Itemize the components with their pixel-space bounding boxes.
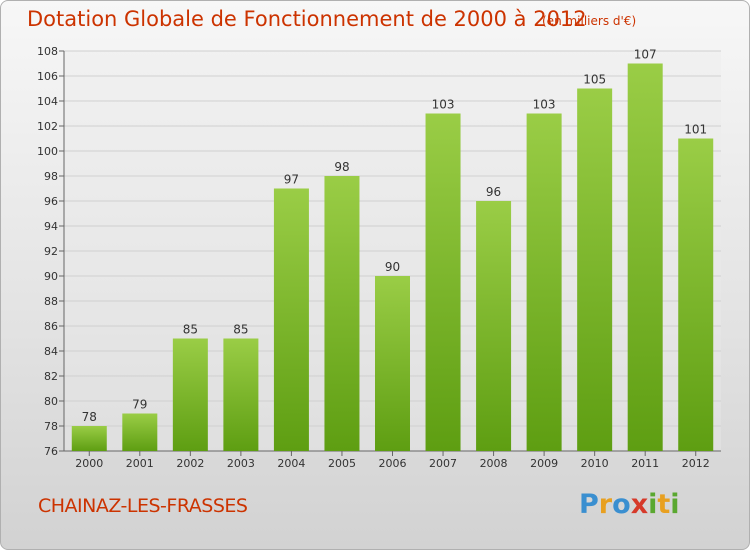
x-tick-label: 2004 [277,457,305,470]
bar-2001 [122,413,158,451]
commune-name: CHAINAZ-LES-FRASSES [38,495,248,517]
data-labels: 78 79 85 85 97 98 90 103 96 103 105 107 101 [82,48,708,425]
data-label: 103 [533,98,556,112]
bar-2002 [172,338,208,451]
proxiti-logo: Proxiti [579,489,680,520]
y-tick-label: 92 [44,245,58,258]
y-tick-label: 86 [44,320,58,333]
y-tick-label: 104 [37,95,58,108]
chart-unit: (en milliers d'€) [542,14,637,28]
data-label: 105 [583,73,606,87]
logo-letter: o [612,489,631,520]
data-label: 103 [432,98,455,112]
logo-letter: i [648,489,658,520]
data-label: 78 [82,410,97,424]
data-label: 85 [183,323,198,337]
logo-letter: i [670,489,680,520]
chart-title: Dotation Globale de Fonctionnement de 20… [27,7,587,31]
y-tick-label: 96 [44,195,58,208]
y-tick-label: 82 [44,370,58,383]
data-label: 97 [284,173,299,187]
bar-2011 [627,63,663,451]
y-tick-label: 106 [37,70,58,83]
bar-2010 [577,88,613,451]
data-label: 96 [486,185,501,199]
data-label: 107 [634,48,657,62]
x-tick-label: 2000 [75,457,103,470]
bar-2003 [223,338,259,451]
y-tick-label: 98 [44,170,58,183]
bar-2006 [375,276,410,451]
x-tick-label: 2001 [126,457,154,470]
y-tick-label: 100 [37,145,58,158]
data-label: 98 [334,160,349,174]
y-tick-label: 88 [44,295,58,308]
y-tick-label: 76 [44,445,58,458]
logo-letter: x [630,489,649,520]
x-tick-label: 2009 [530,457,558,470]
y-tick-label: 102 [37,120,58,133]
x-tick-label: 2006 [379,457,407,470]
bars [71,63,714,451]
logo-letter: r [598,489,613,520]
x-tick-label: 2011 [631,457,659,470]
y-tick-label: 84 [44,345,58,358]
x-tick-label: 2005 [328,457,356,470]
data-label: 79 [132,398,147,412]
bar-2000 [71,426,107,451]
x-tick-label: 2007 [429,457,457,470]
bar-2005 [324,176,360,451]
logo-letter: t [657,489,671,520]
bar-2012 [678,138,714,451]
logo-letter: P [579,489,599,520]
y-tick-label: 80 [44,395,58,408]
y-tick-label: 90 [44,270,58,283]
data-label: 90 [385,260,400,274]
y-tick-label: 78 [44,420,58,433]
x-tick-label: 2003 [227,457,255,470]
y-tick-label: 108 [37,45,58,58]
x-tick-label: 2002 [176,457,204,470]
bar-2004 [273,188,309,451]
data-label: 85 [233,323,248,337]
x-tick-label: 2012 [682,457,710,470]
x-tick-label: 2010 [581,457,609,470]
x-tick-label: 2008 [480,457,508,470]
y-tick-label: 94 [44,220,58,233]
data-label: 101 [684,123,707,137]
bar-2009 [526,113,562,451]
bar-2008 [476,201,512,451]
bar-2007 [425,113,461,451]
